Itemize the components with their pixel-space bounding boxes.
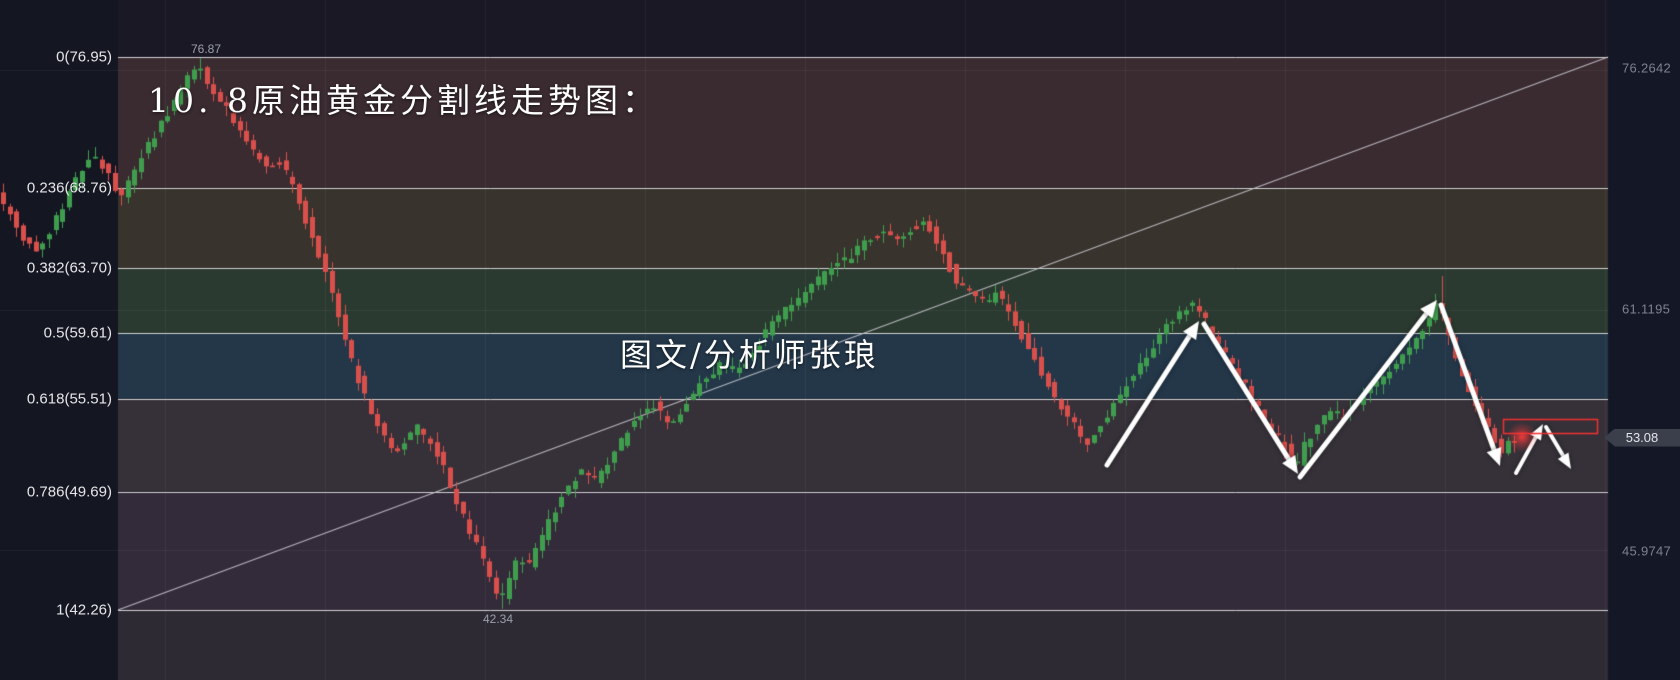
trading-chart-root: 10. 8原油黄金分割线走势图： 图文/分析师张琅 0(76.95) 0.236(… bbox=[0, 0, 1680, 680]
candlestick-chart-canvas[interactable] bbox=[0, 0, 1680, 680]
